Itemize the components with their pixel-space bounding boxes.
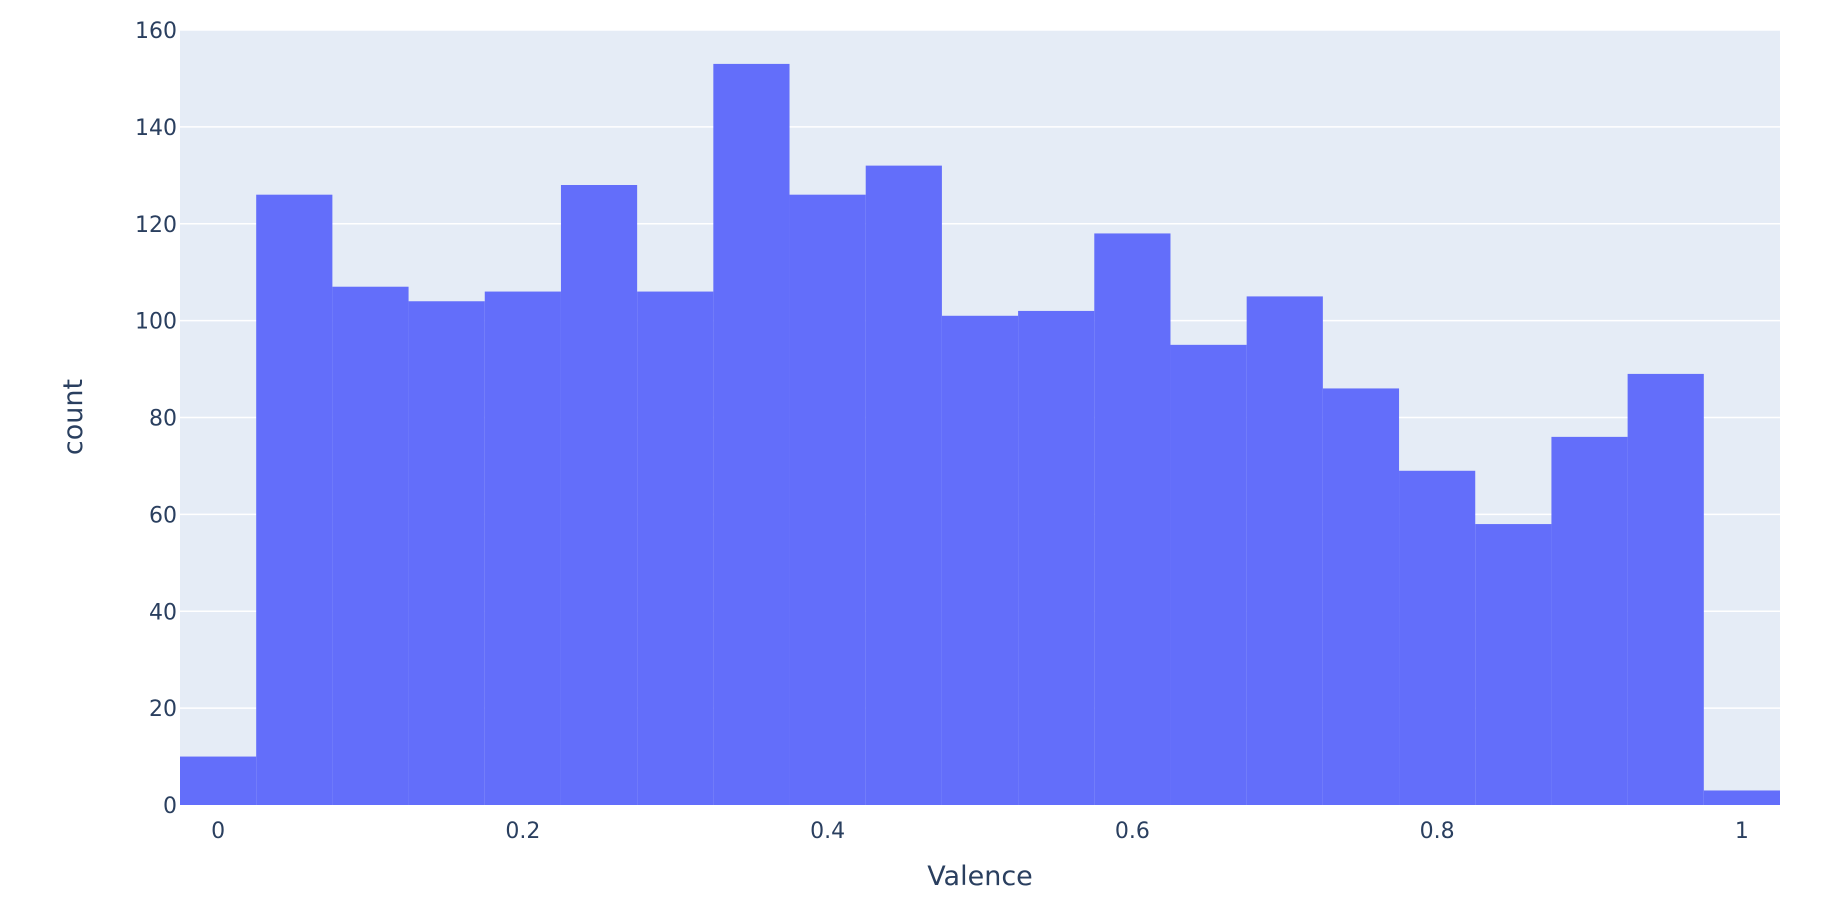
histogram-bar (865, 165, 942, 805)
y-tick-label: 100 (135, 310, 177, 335)
y-tick-label: 60 (149, 503, 177, 528)
histogram-bar (789, 194, 866, 805)
histogram-bar (560, 185, 638, 805)
histogram-bar (713, 63, 790, 805)
x-tick-label: 0.8 (1420, 819, 1455, 844)
histogram-bar (1018, 310, 1095, 805)
histogram-bar (1551, 436, 1628, 805)
y-axis-title: count (58, 379, 89, 455)
histogram-bar (484, 291, 561, 805)
y-tick-label: 20 (149, 697, 177, 722)
histogram-bar (941, 315, 1019, 805)
x-axis-title: Valence (927, 861, 1033, 892)
histogram-bar (332, 286, 409, 805)
y-tick-label: 80 (149, 407, 177, 432)
histogram-bar (1246, 296, 1323, 805)
histogram-bar (408, 301, 485, 805)
bars (180, 63, 1780, 805)
x-tick-label: 0.2 (505, 819, 540, 844)
histogram-bar (1475, 524, 1552, 805)
histogram-bar (256, 194, 333, 805)
y-tick-label: 40 (149, 600, 177, 625)
x-axis-ticks: 0 0.2 0.4 0.6 0.8 1 (211, 819, 1749, 844)
y-tick-label: 160 (135, 19, 177, 44)
y-tick-label: 0 (163, 794, 177, 819)
histogram-bar (1399, 470, 1476, 805)
histogram-bar (1703, 790, 1780, 805)
x-tick-label: 0.6 (1115, 819, 1150, 844)
histogram-bar (1322, 388, 1400, 805)
histogram-bar (180, 756, 257, 805)
histogram-bar (1094, 233, 1171, 805)
x-tick-label: 0.4 (810, 819, 845, 844)
histogram-bar (637, 291, 714, 805)
y-tick-label: 140 (135, 116, 177, 141)
y-axis-ticks: 0 20 40 60 80 100 120 140 160 (135, 19, 177, 819)
x-tick-label: 0 (211, 819, 225, 844)
x-tick-label: 1 (1735, 819, 1749, 844)
histogram-bar (1170, 344, 1247, 805)
histogram-bar (1627, 373, 1704, 805)
y-tick-label: 120 (135, 213, 177, 238)
